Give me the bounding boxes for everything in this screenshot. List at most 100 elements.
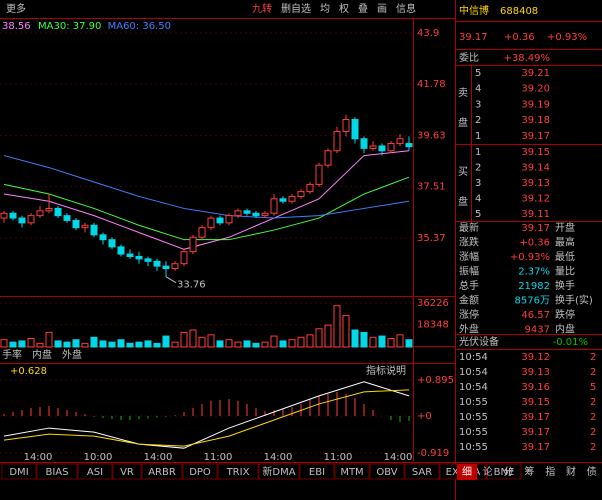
indicator-tab[interactable]: ARBR (148, 467, 176, 478)
volume-bar (234, 341, 242, 348)
candle-body (225, 215, 233, 224)
stat-label: 换手 (555, 279, 575, 292)
y-tick-label: 41.78 (417, 79, 446, 90)
trade-volume: 5 (590, 382, 596, 393)
volume-bar (288, 339, 296, 348)
toolbar-item[interactable]: 九转 (252, 2, 272, 15)
trade-volume: 2 (590, 397, 596, 408)
volume-bar (216, 340, 224, 348)
quote-tab[interactable]: 论 (483, 465, 493, 478)
time-label: 11:00 (204, 452, 233, 463)
candle-body (261, 212, 269, 217)
panel-tab[interactable]: 外盘 (62, 348, 82, 361)
stat-label: 内盘 (555, 323, 575, 336)
level: 1 (475, 131, 481, 142)
bid-price: 39.12 (521, 194, 550, 205)
indicator-tab[interactable]: BNE (494, 467, 515, 478)
volume-bar (144, 340, 152, 348)
sector-pct: -0.01% (553, 337, 588, 348)
trade-time: 10:55 (459, 442, 488, 453)
dif-line (3, 381, 410, 449)
candle-body (270, 198, 278, 214)
candle-body (189, 236, 197, 253)
indicator-tab[interactable]: TRIX (226, 467, 250, 478)
indicator-tab[interactable]: EBI (309, 467, 325, 478)
toolbar-item[interactable]: 删自选 (281, 2, 311, 15)
candle-body (369, 145, 377, 149)
stat-value: 8576万 (515, 296, 550, 307)
indicator-tab[interactable]: DMI (9, 467, 28, 478)
bid-price: 39.15 (521, 147, 550, 158)
candle-body (306, 183, 314, 193)
volume-bar (9, 341, 17, 348)
stat-label: 最新 (459, 221, 479, 234)
volume-bar (378, 335, 386, 348)
quote-tab[interactable]: 财 (566, 465, 576, 478)
stock-code: 688408 (500, 6, 538, 17)
indicator-tab[interactable]: DPO (189, 467, 211, 478)
y-tick-label: 39.63 (417, 131, 446, 142)
quote-tab[interactable]: 指 (545, 465, 555, 478)
toolbar-item[interactable]: 权 (339, 2, 349, 15)
indicator-tab[interactable]: VR (120, 467, 134, 478)
stat-label: 跌停 (555, 308, 575, 321)
trade-price: 39.16 (521, 382, 550, 393)
volume-bar (0, 339, 8, 348)
indicator-tab[interactable]: ASI (87, 467, 103, 478)
level: 2 (475, 115, 481, 126)
trade-time: 10:54 (459, 367, 488, 378)
toolbar-item[interactable]: 叠 (358, 3, 368, 15)
volume-bar (360, 331, 368, 348)
quote-tab[interactable]: 细 (462, 465, 472, 478)
ask-price: 39.19 (521, 99, 550, 110)
indicator-tab[interactable]: 新DMA (262, 465, 295, 478)
candle-body (405, 143, 413, 148)
quote-tab[interactable]: 筹 (524, 465, 534, 478)
toolbar-item[interactable]: 均 (320, 3, 330, 15)
legend-label: MA60: 36.50 (108, 21, 171, 32)
volume-bar (369, 336, 377, 348)
indicator-tab[interactable]: OBV (376, 467, 397, 478)
trade-price: 39.13 (521, 367, 550, 378)
candle-body (162, 265, 170, 270)
panel-tab[interactable]: 手率 (2, 348, 22, 361)
indicator-tab[interactable]: MTM (340, 467, 363, 478)
level: 3 (475, 178, 481, 189)
ask-price: 39.18 (521, 115, 550, 126)
more-button[interactable]: 更多 (6, 2, 26, 15)
indicator-help[interactable]: 指标说明 (366, 364, 406, 377)
stat-label: 最高 (555, 236, 575, 249)
panel-tab[interactable]: 内盘 (32, 348, 52, 361)
time-label: 10:00 (84, 452, 113, 463)
candle-body (297, 191, 305, 197)
y-tick-label: 36226 (417, 298, 449, 309)
indicator-tab[interactable]: SAR (412, 467, 432, 478)
level: 5 (475, 68, 481, 79)
volume-bar (270, 335, 278, 348)
volume-bar (108, 341, 116, 348)
quote-tab[interactable]: 分 (504, 466, 514, 478)
candle-body (90, 224, 98, 236)
y-tick-label: +0 (417, 411, 432, 422)
level: 2 (475, 163, 481, 174)
volume-bar (396, 334, 404, 348)
ma-line (3, 155, 410, 219)
volume-bar (180, 331, 188, 348)
trade-volume: 2 (590, 352, 596, 363)
toolbar-item[interactable]: 画 (377, 4, 387, 15)
legend-label: MA30: 37.90 (38, 21, 101, 32)
time-label: 11:00 (324, 452, 353, 463)
volume-bar (63, 341, 71, 348)
tab-frame (77, 463, 113, 480)
quote-tab[interactable]: 债 (587, 465, 597, 478)
volume-bar (135, 341, 143, 348)
volume-bar (225, 339, 233, 348)
bid-price: 39.13 (521, 178, 550, 189)
volume-bar (54, 340, 62, 348)
time-label: 14:00 (264, 452, 293, 463)
candle-body (126, 253, 134, 258)
indicator-tab[interactable]: BIAS (46, 467, 69, 478)
tab-active (457, 464, 477, 480)
toolbar-item[interactable]: 信息 (396, 2, 416, 15)
trade-price: 39.12 (521, 352, 550, 363)
